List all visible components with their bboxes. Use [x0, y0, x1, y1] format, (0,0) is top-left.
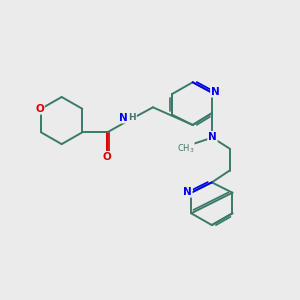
Text: N: N [183, 187, 192, 197]
Text: H: H [128, 113, 136, 122]
Text: N: N [211, 87, 220, 97]
Text: O: O [103, 152, 112, 162]
Text: N: N [208, 132, 217, 142]
Text: N: N [119, 112, 128, 123]
Text: O: O [35, 104, 44, 114]
Text: CH$_3$: CH$_3$ [177, 142, 194, 155]
